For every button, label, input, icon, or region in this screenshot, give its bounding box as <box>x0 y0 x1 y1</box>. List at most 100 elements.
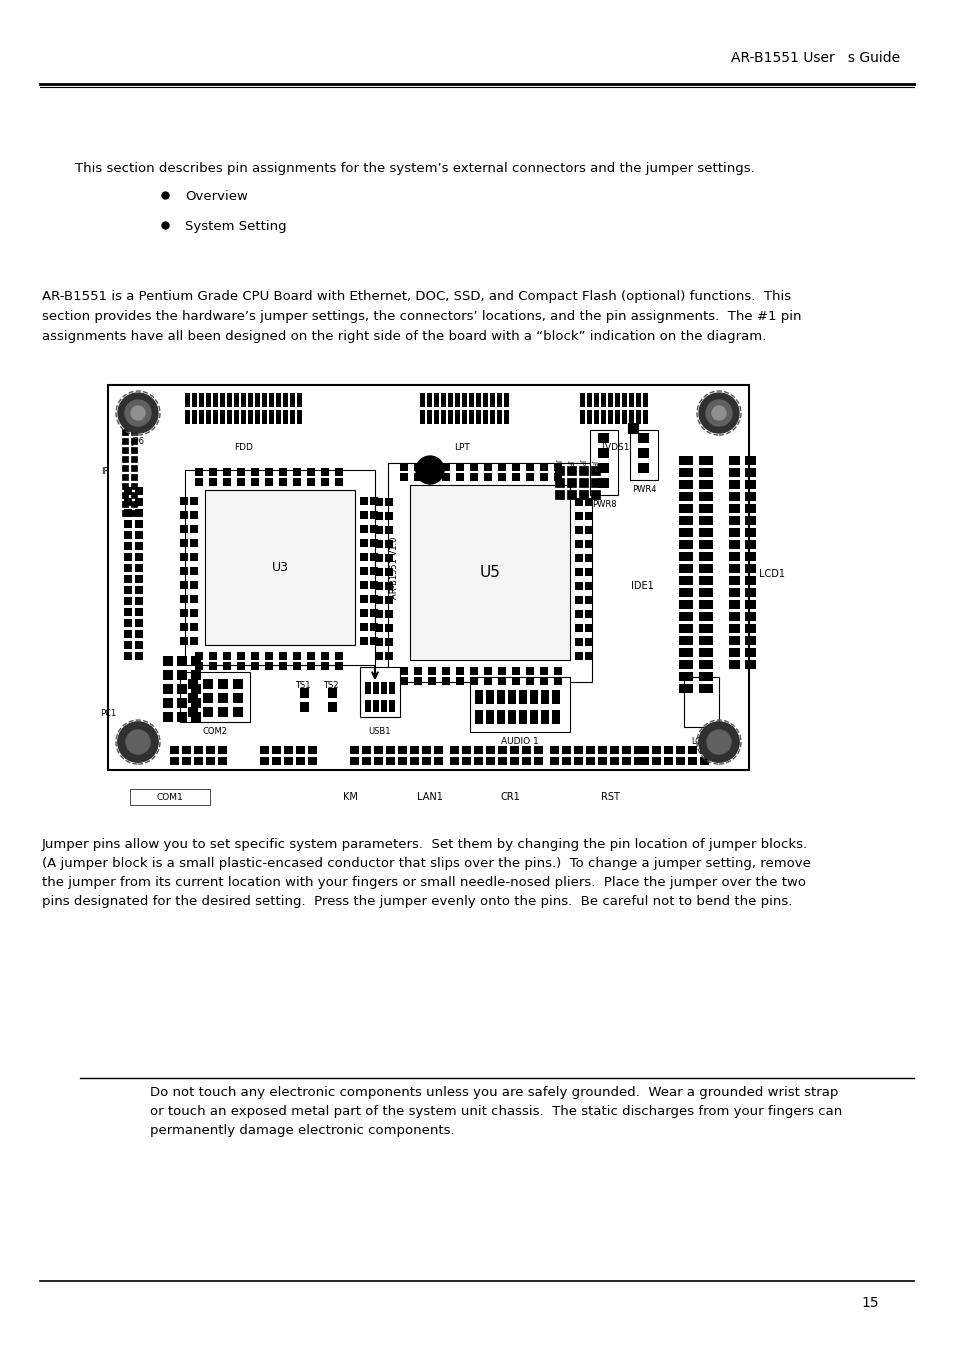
Circle shape <box>711 407 725 420</box>
Bar <box>320 477 329 485</box>
Bar <box>388 462 592 681</box>
Bar <box>679 636 692 644</box>
Bar <box>293 662 301 670</box>
Bar <box>328 703 336 712</box>
Bar <box>185 411 191 424</box>
Bar <box>679 671 692 681</box>
Bar <box>124 608 132 616</box>
Bar <box>434 746 442 754</box>
Bar <box>365 682 371 694</box>
Bar <box>375 609 382 617</box>
Bar <box>185 393 191 407</box>
Bar <box>131 511 137 516</box>
Bar <box>584 624 593 631</box>
Bar <box>177 698 187 708</box>
Bar <box>131 457 137 462</box>
Bar <box>575 624 582 631</box>
Bar <box>206 393 212 407</box>
Text: LPT: LPT <box>454 443 470 453</box>
Bar <box>679 492 692 501</box>
Text: (A jumper block is a small plastic-encased conductor that slips over the pins.) : (A jumper block is a small plastic-encas… <box>42 857 810 870</box>
Bar <box>621 393 627 407</box>
Bar <box>455 393 460 407</box>
Circle shape <box>131 407 145 420</box>
Bar <box>539 677 547 685</box>
Bar <box>308 757 316 765</box>
Bar <box>574 746 582 754</box>
Bar <box>699 480 712 489</box>
Bar <box>441 462 450 470</box>
Bar <box>236 651 245 659</box>
Bar <box>470 473 477 481</box>
Text: AR-B1551 V1.0: AR-B1551 V1.0 <box>390 536 399 598</box>
Bar <box>209 467 216 476</box>
Bar <box>182 746 191 754</box>
Bar <box>122 474 128 480</box>
Bar <box>628 393 634 407</box>
Bar <box>385 539 393 547</box>
Bar <box>209 477 216 485</box>
Bar <box>419 393 425 407</box>
Bar <box>744 661 755 669</box>
Bar <box>679 684 692 693</box>
Bar <box>373 682 378 694</box>
Bar <box>190 594 198 603</box>
Bar <box>206 757 214 765</box>
Bar <box>135 608 143 616</box>
Bar <box>272 746 281 754</box>
Bar <box>278 467 287 476</box>
Bar <box>638 463 648 473</box>
Bar <box>744 504 755 513</box>
Bar <box>131 447 137 453</box>
Bar <box>607 411 613 424</box>
Bar <box>566 490 576 499</box>
Bar <box>679 540 692 549</box>
Bar <box>194 651 203 659</box>
Bar <box>370 497 377 504</box>
Bar <box>375 526 382 534</box>
Bar <box>627 423 638 434</box>
Bar <box>585 757 595 765</box>
Bar <box>122 484 128 489</box>
Bar <box>359 667 399 717</box>
Bar <box>440 411 446 424</box>
Bar <box>135 531 143 539</box>
Bar <box>434 757 442 765</box>
Bar <box>663 746 672 754</box>
Text: FDD: FDD <box>234 443 253 453</box>
Bar <box>122 501 128 507</box>
Bar <box>507 711 516 724</box>
Circle shape <box>131 735 145 748</box>
Bar <box>744 636 755 644</box>
Bar <box>241 393 246 407</box>
Bar <box>370 581 377 589</box>
Bar <box>421 757 431 765</box>
Bar <box>679 563 692 573</box>
Bar <box>679 467 692 477</box>
Bar <box>525 473 534 481</box>
Bar <box>474 746 482 754</box>
Bar <box>260 746 269 754</box>
Bar <box>586 411 592 424</box>
Bar <box>124 653 132 661</box>
Bar <box>497 411 502 424</box>
Bar <box>203 707 213 717</box>
Text: RST: RST <box>600 792 618 802</box>
Bar <box>122 430 128 435</box>
Bar <box>209 651 216 659</box>
Bar <box>584 567 593 576</box>
Bar <box>598 746 606 754</box>
Bar <box>233 680 243 689</box>
Bar <box>359 566 368 574</box>
Bar <box>251 467 258 476</box>
Bar <box>233 393 239 407</box>
Bar <box>233 707 243 717</box>
Bar <box>163 712 172 721</box>
Bar <box>628 411 634 424</box>
Bar <box>290 393 295 407</box>
Bar <box>699 612 712 621</box>
Text: TS1: TS1 <box>294 681 310 690</box>
Bar <box>397 746 407 754</box>
Bar <box>385 526 393 534</box>
Bar <box>163 657 172 666</box>
